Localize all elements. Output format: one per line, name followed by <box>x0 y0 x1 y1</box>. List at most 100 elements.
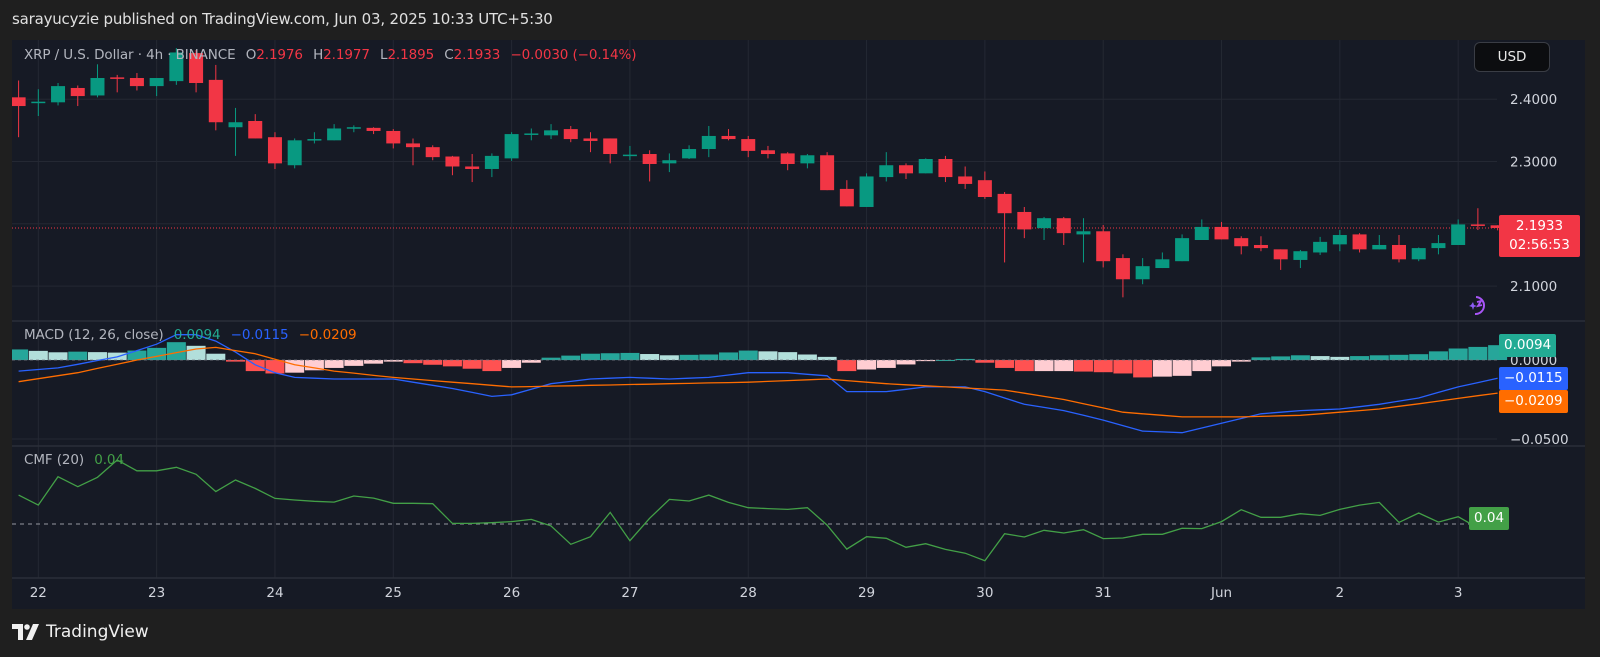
footer-brand[interactable]: TradingView <box>12 622 149 642</box>
time-axis-label: 31 <box>1095 585 1112 601</box>
candle-body <box>1194 226 1209 241</box>
candle-body <box>1451 224 1466 245</box>
high-value: 2.1977 <box>323 47 370 63</box>
candle-body <box>741 139 756 151</box>
price-legend: XRP / U.S. Dollar · 4h · BINANCE O2.1976… <box>24 47 642 63</box>
macd-histogram-bar <box>719 352 739 361</box>
symbol-title[interactable]: XRP / U.S. Dollar · 4h · BINANCE <box>24 47 236 63</box>
macd-line-axis-label: −0.0115 <box>1499 367 1568 390</box>
macd-histogram-bar <box>1428 351 1448 361</box>
macd-histogram-bar <box>699 354 719 361</box>
candle-body <box>90 78 105 96</box>
candle-body <box>997 193 1012 214</box>
macd-line <box>18 334 1498 434</box>
macd-histogram-bar <box>955 358 975 361</box>
currency-button[interactable]: USD <box>1474 42 1550 72</box>
candle-body <box>701 135 716 150</box>
macd-histogram-bar <box>975 360 995 363</box>
macd-histogram-bar <box>541 357 561 361</box>
time-axis-label: Jun <box>1210 585 1232 601</box>
macd-histogram-bar <box>1073 360 1093 372</box>
candle-body <box>445 156 460 167</box>
macd-histogram-bar <box>1133 360 1153 378</box>
macd-histogram-bar <box>344 360 364 366</box>
sparkle-swirl-icon[interactable] <box>1462 292 1488 322</box>
macd-histogram-bar <box>1448 348 1468 361</box>
macd-histogram-bar <box>896 360 916 365</box>
macd-histogram-bar <box>166 342 186 361</box>
brand-name: TradingView <box>46 622 149 642</box>
candle-body <box>622 154 637 157</box>
macd-histogram-bar <box>758 351 778 361</box>
macd-histogram-bar <box>1212 360 1232 367</box>
time-axis-label: 2 <box>1336 585 1345 601</box>
time-axis-label: 30 <box>976 585 993 601</box>
candle-body <box>307 139 322 141</box>
chart-canvas[interactable]: 22 23 24 25 26 27 28 29 30 31 Jun 2 32.40002.30002.1… <box>12 40 1585 609</box>
macd-axis-tick: −0.0500 <box>1510 432 1569 448</box>
macd-histogram-bar <box>245 360 265 372</box>
macd-histogram-bar <box>659 355 679 361</box>
macd-histogram-bar <box>1172 360 1192 376</box>
macd-histogram-bar <box>797 354 817 361</box>
macd-histogram-bar <box>502 360 522 368</box>
candle-body <box>110 77 125 79</box>
macd-histogram-bar <box>857 360 877 370</box>
macd-histogram-bar <box>1093 360 1113 373</box>
price-axis-label: 2.3000 <box>1510 154 1557 170</box>
candle-body <box>642 154 657 164</box>
candle-body <box>800 155 815 164</box>
candle-body <box>977 180 992 198</box>
candle-body <box>1096 231 1111 262</box>
last-price-label: 2.1933 02:56:53 <box>1499 215 1580 257</box>
macd-histogram-bar <box>1271 356 1291 361</box>
cmf-line <box>18 459 1498 562</box>
time-axis-label: 3 <box>1454 585 1463 601</box>
candle-body <box>760 150 775 155</box>
macd-histogram-bar <box>1231 360 1251 362</box>
macd-title[interactable]: MACD (12, 26, close) <box>24 327 164 343</box>
chart-frame[interactable]: 22 23 24 25 26 27 28 29 30 31 Jun 2 3 2.4000 2.3000 2.1… <box>12 40 1585 609</box>
last-price-value: 2.1933 <box>1515 218 1564 234</box>
candle-body <box>958 176 973 184</box>
candle-body <box>820 155 835 191</box>
macd-histogram-bar <box>1034 360 1054 372</box>
candle-body <box>1273 249 1288 260</box>
macd-line-value: −0.0115 <box>230 327 289 343</box>
macd-histogram-bar <box>1192 360 1212 372</box>
macd-histogram-bar <box>403 360 423 364</box>
macd-histogram-bar <box>1152 360 1172 377</box>
price-axis-label: 2.1000 <box>1510 279 1557 295</box>
macd-histogram-bar <box>1054 360 1074 372</box>
candle-body <box>129 78 144 87</box>
candle-body <box>544 130 559 136</box>
candle-body <box>425 147 440 158</box>
macd-histogram-bar <box>778 352 798 361</box>
candle-body <box>1293 251 1308 260</box>
candle-body <box>563 129 578 140</box>
macd-histogram-bar <box>817 356 837 361</box>
macd-histogram-bar <box>462 360 482 369</box>
cmf-title[interactable]: CMF (20) <box>24 452 85 468</box>
candle-body <box>1175 238 1190 262</box>
macd-histogram-bar <box>48 352 68 361</box>
time-axis-label: 28 <box>740 585 757 601</box>
macd-histogram-bar <box>600 353 620 361</box>
macd-histogram-bar <box>916 360 936 362</box>
candle-body <box>1017 211 1032 230</box>
candle-body <box>1037 218 1052 229</box>
candle-body <box>583 138 598 141</box>
cmf-axis-label: 0.04 <box>1469 507 1510 530</box>
candle-body <box>603 138 618 155</box>
candle-body <box>1352 234 1367 250</box>
candle-body <box>12 97 26 107</box>
candle-body <box>465 166 480 169</box>
candle-body <box>504 134 519 159</box>
macd-histogram-bar <box>1468 346 1488 361</box>
candle-body <box>879 165 894 178</box>
macd-histogram-bar <box>521 360 541 363</box>
time-axis-label: 25 <box>385 585 402 601</box>
price-axis-label: 2.4000 <box>1510 92 1557 108</box>
macd-histogram-bar <box>68 351 88 361</box>
cmf-legend: CMF (20) 0.04 <box>24 452 130 468</box>
